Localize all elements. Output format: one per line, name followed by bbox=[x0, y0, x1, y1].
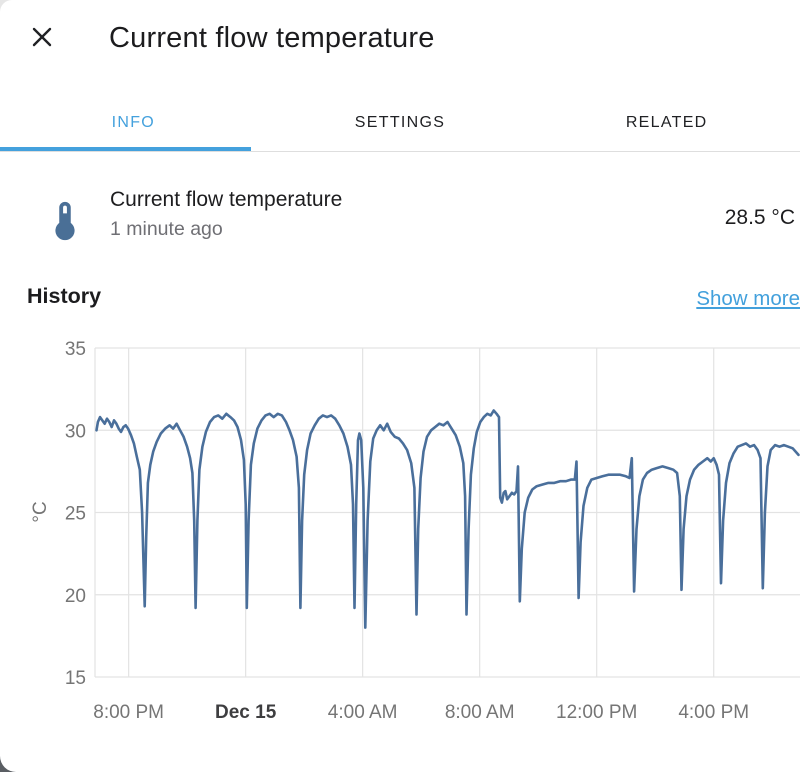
y-tick-label: 25 bbox=[65, 504, 86, 525]
active-tab-indicator bbox=[0, 147, 251, 151]
tab-bar: INFO SETTINGS RELATED bbox=[0, 98, 800, 148]
entity-name: Current flow temperature bbox=[110, 188, 343, 211]
close-icon bbox=[32, 27, 52, 46]
thermometer-icon bbox=[55, 201, 75, 241]
dialog-title: Current flow temperature bbox=[109, 22, 435, 54]
x-tick-label: 8:00 PM bbox=[93, 702, 164, 723]
y-axis-unit-label: °C bbox=[30, 501, 51, 522]
entity-state-value[interactable]: 28.5 °C bbox=[724, 206, 795, 229]
y-tick-label: 35 bbox=[65, 339, 86, 360]
y-tick-label: 20 bbox=[65, 586, 86, 607]
y-tick-label: 15 bbox=[65, 668, 86, 689]
x-tick-label: 12:00 PM bbox=[556, 702, 637, 723]
tab-info[interactable]: INFO bbox=[111, 114, 156, 131]
tab-settings[interactable]: SETTINGS bbox=[354, 114, 446, 131]
temperature-series-line bbox=[95, 409, 800, 629]
x-tick-label: Dec 15 bbox=[215, 702, 277, 723]
x-tick-label: 4:00 AM bbox=[328, 702, 398, 723]
x-tick-label: 4:00 PM bbox=[678, 702, 749, 723]
x-tick-label: 8:00 AM bbox=[445, 702, 515, 723]
tab-related[interactable]: RELATED bbox=[625, 114, 708, 131]
close-button[interactable] bbox=[22, 18, 62, 58]
entity-last-changed: 1 minute ago bbox=[110, 218, 223, 240]
history-section-title: History bbox=[27, 284, 102, 308]
y-tick-label: 30 bbox=[65, 421, 86, 442]
show-more-link[interactable]: Show more bbox=[696, 287, 800, 310]
tab-bar-divider bbox=[0, 151, 800, 152]
